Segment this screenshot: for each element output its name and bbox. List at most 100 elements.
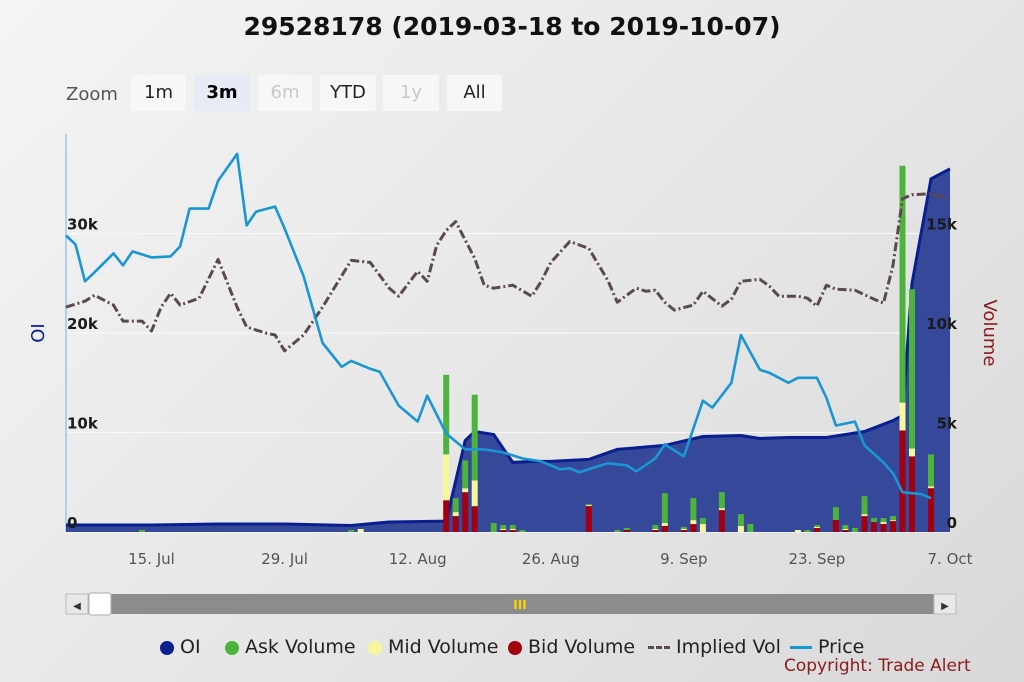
zoom-button-3m[interactable]: 3m (194, 75, 250, 111)
volume-bar-bid (861, 516, 868, 532)
volume-bar-mid (737, 526, 744, 532)
volume-bar-ask (928, 454, 934, 487)
volume-bar-ask (519, 530, 526, 532)
oi-area (66, 168, 950, 533)
volume-bar-mid (443, 454, 450, 501)
volume-bar-ask (813, 525, 820, 527)
legend-item-oi[interactable]: OI (160, 636, 201, 658)
volume-bar-ask (652, 525, 659, 529)
implied-vol-line (65, 192, 951, 353)
y-left-tick-label: 10k (67, 415, 99, 433)
legend-item-implied-vol[interactable]: Implied Vol (648, 636, 781, 658)
volume-bar-mid (909, 448, 915, 457)
volume-bar-bid (509, 530, 516, 532)
navigator-start-handle[interactable] (88, 592, 112, 616)
x-tick-label: 7. Oct (927, 550, 972, 568)
volume-bar-bid (899, 430, 906, 532)
volume-bar-ask (747, 524, 754, 532)
volume-bar-mid (880, 522, 887, 524)
y-left-tick-label: 20k (67, 315, 99, 333)
volume-bar-mid (585, 505, 592, 507)
x-tick-label: 26. Aug (522, 550, 580, 568)
x-tick-label: 12. Aug (389, 550, 447, 568)
volume-bar-mid (899, 402, 906, 431)
volume-bar-ask (139, 530, 145, 532)
x-tick-label: 29. Jul (261, 550, 308, 568)
volume-bar-mid (842, 529, 849, 530)
x-tick-label: 9. Sep (660, 550, 707, 568)
volume-bar-ask (509, 525, 516, 529)
legend-item-ask-volume[interactable]: Ask Volume (225, 636, 356, 658)
volume-bar-bid (462, 492, 469, 532)
legend-marker-icon (508, 640, 522, 655)
volume-bar-bid (443, 500, 450, 532)
price-series (65, 152, 932, 500)
y-right-axis-title: Volume (979, 300, 1000, 367)
legend-marker-icon (790, 646, 812, 649)
y-left-axis-title: OI (28, 323, 49, 342)
y-right-tick-label: 5k (937, 415, 958, 433)
oi-line (66, 167, 951, 528)
volume-bar-bid (880, 524, 887, 532)
volume-bar-ask (718, 492, 725, 509)
copyright-text: Copyright: Trade Alert (784, 656, 971, 676)
y-left-tick-label: 0 (67, 514, 77, 532)
legend-item-bid-volume[interactable]: Bid Volume (508, 636, 635, 658)
volume-bar-bid (690, 524, 697, 532)
volume-bar-bid (585, 506, 592, 532)
volume-bar-ask (699, 518, 706, 525)
volume-bar-ask (462, 460, 469, 489)
legend-label: Mid Volume (388, 636, 499, 658)
volume-bar-mid (861, 514, 868, 517)
legend-item-mid-volume[interactable]: Mid Volume (368, 636, 498, 658)
implied-vol-series (65, 192, 951, 353)
legend-label: Implied Vol (676, 636, 781, 658)
legend-item-price[interactable]: Price (790, 636, 864, 658)
volume-bar-bid (652, 530, 659, 532)
volume-bar-mid (718, 508, 725, 511)
legend-marker-icon (648, 646, 670, 649)
zoom-button-ytd[interactable]: YTD (320, 75, 376, 111)
zoom-button-1m[interactable]: 1m (131, 75, 186, 111)
volume-bar-mid (500, 529, 507, 530)
volume-bar-mid (357, 529, 364, 532)
volume-bar-bid (890, 521, 896, 532)
volume-bar-ask (680, 527, 687, 529)
volume-bar-ask (861, 496, 868, 515)
volume-bar-mid (680, 529, 687, 530)
price-line (65, 152, 932, 500)
y-right-tick-label: 10k (926, 315, 958, 333)
volume-bar-ask (842, 525, 849, 529)
volume-bar-bid (928, 488, 934, 532)
oi-area-series (66, 167, 951, 533)
y-left-tick-label: 30k (67, 216, 99, 234)
legend-marker-icon (368, 640, 382, 655)
navigator-track[interactable] (66, 594, 956, 614)
volume-bar-bid (452, 516, 459, 532)
y-right-tick-label: 0 (947, 514, 957, 532)
legend-marker-icon (160, 640, 174, 655)
volume-bar-bid (842, 530, 849, 532)
volume-bar-ask (443, 374, 450, 455)
zoom-label: Zoom (66, 84, 118, 105)
right-arrow-icon: ▶ (941, 601, 949, 612)
y-right-tick-label: 15k (926, 216, 958, 234)
volume-bar-mid (690, 520, 697, 525)
volume-bar-mid (471, 480, 478, 507)
volume-bar-mid (890, 520, 896, 522)
left-arrow-icon: ◀ (73, 601, 81, 612)
navigator-left-arrow-button[interactable] (65, 593, 89, 615)
volume-bar-bid (661, 526, 668, 532)
legend-label: Bid Volume (528, 636, 636, 658)
navigator-right-arrow-button[interactable] (933, 593, 957, 615)
volume-bar-ask (880, 518, 887, 523)
volume-bar-mid (928, 486, 934, 489)
volume-bar-ask (690, 498, 697, 521)
volume-bar-bid (680, 530, 687, 532)
volume-bar-ask (452, 498, 459, 513)
volume-bar-ask (500, 525, 507, 529)
zoom-button-all[interactable]: All (447, 75, 502, 111)
volume-bar-mid (509, 529, 516, 530)
chart-title: 29528178 (2019-03-18 to 2019-10-07) (243, 12, 781, 41)
